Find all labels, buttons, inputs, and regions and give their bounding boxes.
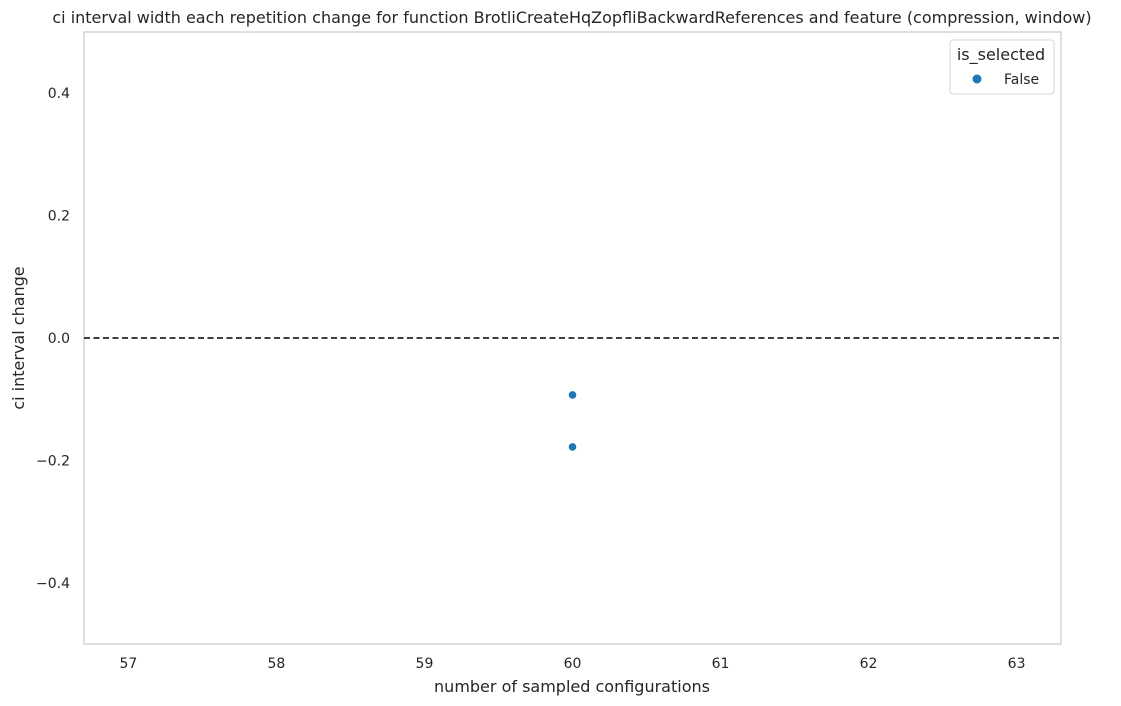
legend: is_selected False [949, 39, 1055, 95]
x-tick-label: 61 [712, 656, 730, 672]
y-tick-label: 0.0 [48, 331, 70, 347]
x-tick-label: 57 [119, 656, 137, 672]
x-tick-label: 62 [860, 656, 878, 672]
x-tick-label: 63 [1008, 656, 1026, 672]
chart-title: ci interval width each repetition change… [52, 8, 1091, 27]
y-axis-label: ci interval change [9, 266, 28, 409]
scatter-points [567, 390, 578, 452]
data-point [567, 442, 578, 452]
legend-marker [972, 74, 982, 84]
y-tick-label: 0.2 [48, 209, 70, 225]
legend-title: is_selected [957, 45, 1045, 65]
data-point [567, 390, 578, 400]
y-axis-ticks: 0.4 0.2 0.0 −0.2 −0.4 [36, 86, 70, 592]
legend-entry-label: False [1004, 72, 1039, 88]
x-tick-label: 59 [416, 656, 434, 672]
y-tick-label: −0.4 [36, 576, 70, 592]
x-axis-ticks: 57 58 59 60 61 62 63 [119, 656, 1025, 672]
y-tick-label: 0.4 [48, 86, 70, 102]
y-tick-label: −0.2 [36, 453, 70, 469]
x-axis-label: number of sampled configurations [434, 677, 710, 696]
x-tick-label: 58 [268, 656, 286, 672]
x-tick-label: 60 [564, 656, 582, 672]
